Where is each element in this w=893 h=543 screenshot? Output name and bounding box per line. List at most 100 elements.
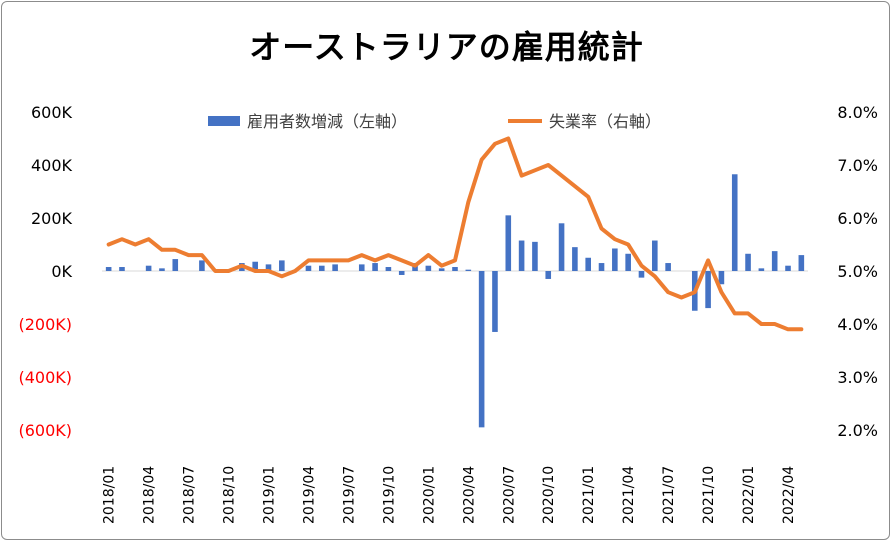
line-point [706,259,710,262]
bar [731,174,738,271]
x-tick-label: 2019/01 [262,466,278,524]
x-tick-label: 2020/10 [541,466,557,524]
x-tick-label: 2018/04 [142,466,158,524]
bar [705,271,711,309]
bar [505,215,512,271]
line-point [267,269,270,273]
bar [518,240,525,271]
bar [172,259,179,271]
bar [372,263,378,271]
x-tick-label: 2019/04 [301,466,317,524]
line-point [653,275,657,278]
bar [358,264,365,272]
line-point [480,158,483,161]
bar [398,271,405,275]
bar [438,268,445,271]
bar [598,263,605,271]
line-point [107,243,110,246]
line-point [440,264,443,267]
line-point [733,312,736,315]
line-point [307,259,310,262]
line-point [600,227,603,230]
left-tick-label: (600K) [18,421,72,440]
bar [145,265,152,271]
chart-title: オーストラリアの雇用統計 [249,28,644,66]
line-point [587,195,590,198]
line-point [347,259,350,262]
bar [652,240,658,271]
bar [718,271,725,285]
line-point [640,264,643,267]
x-tick-label: 2022/01 [741,466,757,524]
line-point [746,312,750,315]
x-tick-label: 2021/07 [661,466,677,524]
bar [638,271,645,278]
line-point [533,169,537,172]
legend-line-label: 失業率（右軸） [549,112,661,131]
line-point [280,275,284,278]
bar-series [105,174,805,428]
line-point [613,238,617,241]
x-axis: 2018/01 2018/04 2018/07 2018/10 2019/01 2019/… [102,466,797,524]
line-point [293,269,297,273]
right-tick-label: 8.0% [837,103,878,122]
line-point [800,328,803,331]
bar [265,264,272,272]
line-point [387,253,390,257]
line-point [547,163,550,167]
line-point [400,259,403,262]
left-tick-label: 400K [31,156,73,175]
line-point [174,248,177,251]
x-tick-label: 2019/10 [381,466,397,524]
bar [532,241,538,271]
right-tick-label: 2.0% [837,421,878,440]
bar [665,263,671,271]
bar [279,260,285,271]
legend-bar-label: 雇用者数増減（左軸） [247,112,407,131]
x-tick-label: 2019/07 [341,466,357,524]
line-point [573,185,577,188]
line-point [240,264,244,267]
line-point [773,322,776,326]
bar [758,268,765,271]
line-point [786,328,790,331]
bar [119,267,125,271]
x-tick-label: 2021/10 [701,466,717,524]
bar [425,265,432,271]
bar [612,248,618,271]
line-point [467,200,470,204]
x-tick-label: 2018/01 [102,466,118,524]
x-tick-label: 2020/04 [461,466,477,524]
right-axis: 8.0% 7.0% 6.0% 5.0% 4.0% 3.0% 2.0% [837,103,878,440]
right-tick-label: 6.0% [837,209,878,228]
line-point [147,238,150,241]
left-tick-label: 600K [31,103,73,122]
left-tick-label: 200K [31,209,73,228]
line-point [413,264,417,267]
bar [798,255,805,271]
line-point [214,269,217,273]
left-tick-label: 0K [51,262,72,281]
line-point [320,259,323,262]
right-tick-label: 5.0% [837,262,878,281]
bar [252,261,258,271]
right-tick-label: 4.0% [837,315,878,334]
line-point [626,243,630,246]
line-series [106,136,804,332]
x-tick-label: 2021/01 [581,466,597,524]
chart-legend: 雇用者数増減（左軸） 失業率（右軸） [208,112,661,131]
line-point [520,174,523,177]
bar [625,253,631,271]
bar [558,223,565,271]
left-tick-label: (200K) [18,315,72,334]
line-point [253,269,257,273]
line-point [373,259,377,262]
bar [332,264,338,272]
line-point [427,253,430,257]
x-tick-label: 2021/04 [621,466,637,524]
x-tick-label: 2022/04 [781,466,797,524]
right-tick-label: 7.0% [837,156,878,175]
line-point [493,142,497,145]
line-point [453,259,457,262]
bar [585,257,591,271]
